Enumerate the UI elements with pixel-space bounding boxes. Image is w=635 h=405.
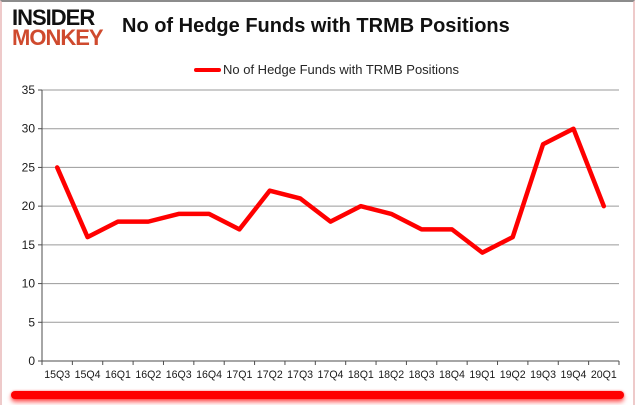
x-axis-label: 17Q3 <box>287 369 313 381</box>
logo-line-insider: INSIDER <box>12 5 95 30</box>
y-axis-label: 25 <box>22 160 36 174</box>
x-axis-label: 15Q4 <box>75 369 101 381</box>
legend: No of Hedge Funds with TRMB Positions <box>194 62 459 77</box>
x-axis-label: 18Q2 <box>378 369 404 381</box>
insider-monkey-logo: INSIDER MONKEY <box>12 5 104 51</box>
x-axis-label: 20Q1 <box>591 369 617 381</box>
x-axis-label: 17Q1 <box>226 369 252 381</box>
bottom-red-bar <box>11 391 624 399</box>
y-axis-label: 10 <box>22 277 36 291</box>
x-axis-label: 19Q3 <box>530 369 556 381</box>
x-axis-label: 18Q4 <box>439 369 465 381</box>
x-axis-label: 16Q1 <box>105 369 131 381</box>
y-axis-label: 5 <box>28 315 35 329</box>
x-axis-label: 16Q4 <box>196 369 222 381</box>
x-axis-label: 19Q4 <box>560 369 586 381</box>
x-axis-label: 17Q2 <box>257 369 283 381</box>
y-axis-label: 15 <box>22 238 36 252</box>
y-axis-label: 20 <box>22 199 36 213</box>
data-series-line <box>54 126 607 255</box>
x-axis-label: 19Q1 <box>469 369 495 381</box>
legend-label: No of Hedge Funds with TRMB Positions <box>223 62 460 77</box>
logo-line-monkey: MONKEY <box>12 25 104 51</box>
x-axis-label: 18Q3 <box>409 369 435 381</box>
legend-line-marker-icon <box>194 67 221 72</box>
x-axis-label: 16Q3 <box>166 369 192 381</box>
y-axis-label: 0 <box>28 354 35 368</box>
x-axis-label: 17Q4 <box>318 369 344 381</box>
x-axis-label: 16Q2 <box>135 369 161 381</box>
y-axis-label: 30 <box>22 122 36 136</box>
chart-title: No of Hedge Funds with TRMB Positions <box>122 15 510 37</box>
x-axis-label: 19Q2 <box>500 369 526 381</box>
x-axis-label: 15Q3 <box>44 369 70 381</box>
y-axis-label: 35 <box>22 83 36 97</box>
x-axis-label: 18Q1 <box>348 369 374 381</box>
